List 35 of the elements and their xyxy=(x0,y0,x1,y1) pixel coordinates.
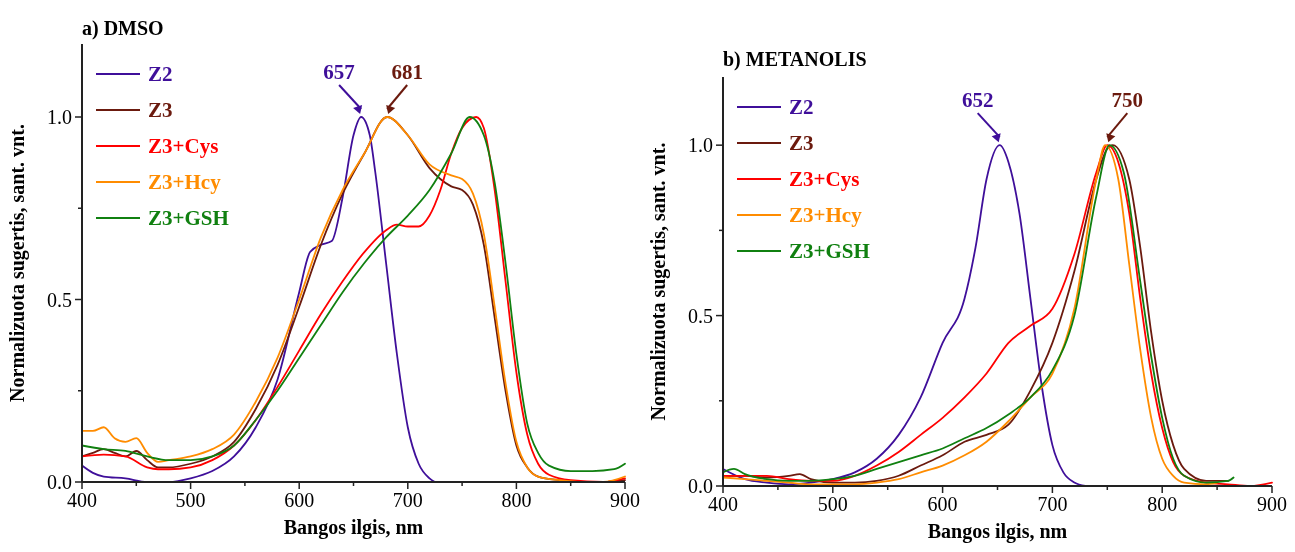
annotation: 652 xyxy=(961,88,994,113)
x-tick-label: 900 xyxy=(1257,493,1287,515)
legend-label: Z3+GSH xyxy=(148,206,229,230)
chart-title: a) DMSO xyxy=(82,17,164,40)
legend-label: Z3+Hcy xyxy=(148,170,222,194)
y-tick-label: 0.5 xyxy=(688,304,713,327)
x-tick-label: 700 xyxy=(1037,493,1068,515)
x-tick-label: 500 xyxy=(817,493,848,515)
chart-title: b) METANOLIS xyxy=(723,48,867,71)
legend-label: Z3+GSH xyxy=(789,239,870,263)
x-tick-label: 900 xyxy=(610,489,640,511)
x-tick-label: 500 xyxy=(175,489,206,511)
annotation: 750 xyxy=(1111,88,1144,113)
legend-label: Z3+Hcy xyxy=(789,203,863,227)
x-tick-label: 700 xyxy=(392,489,423,511)
legend-label: Z2 xyxy=(148,62,173,86)
annotation: 657 xyxy=(323,60,355,84)
legend-label: Z3 xyxy=(148,98,173,122)
y-tick-label: 0.5 xyxy=(47,288,72,311)
y-axis-title: Normalizuota sugertis, sant. vnt. xyxy=(647,142,670,421)
x-tick-label: 800 xyxy=(501,489,532,511)
legend-label: Z3+Cys xyxy=(148,134,219,158)
annotation: 681 xyxy=(391,60,423,84)
x-tick-label: 600 xyxy=(927,493,958,515)
y-tick-label: 1.0 xyxy=(688,134,713,157)
y-axis-title: Normalizuota sugertis, sant. vnt. xyxy=(6,124,29,402)
legend-label: Z2 xyxy=(789,95,814,119)
x-axis-title: Bangos ilgis, nm xyxy=(283,516,424,539)
legend-label: Z3+Cys xyxy=(789,167,860,191)
x-tick-label: 600 xyxy=(284,489,315,511)
line-series xyxy=(81,116,436,483)
y-tick-label: 1.0 xyxy=(47,106,72,128)
x-axis-title: Bangos ilgis, nm xyxy=(927,520,1068,543)
x-tick-label: 800 xyxy=(1147,493,1178,515)
legend-label: Z3 xyxy=(789,131,814,155)
